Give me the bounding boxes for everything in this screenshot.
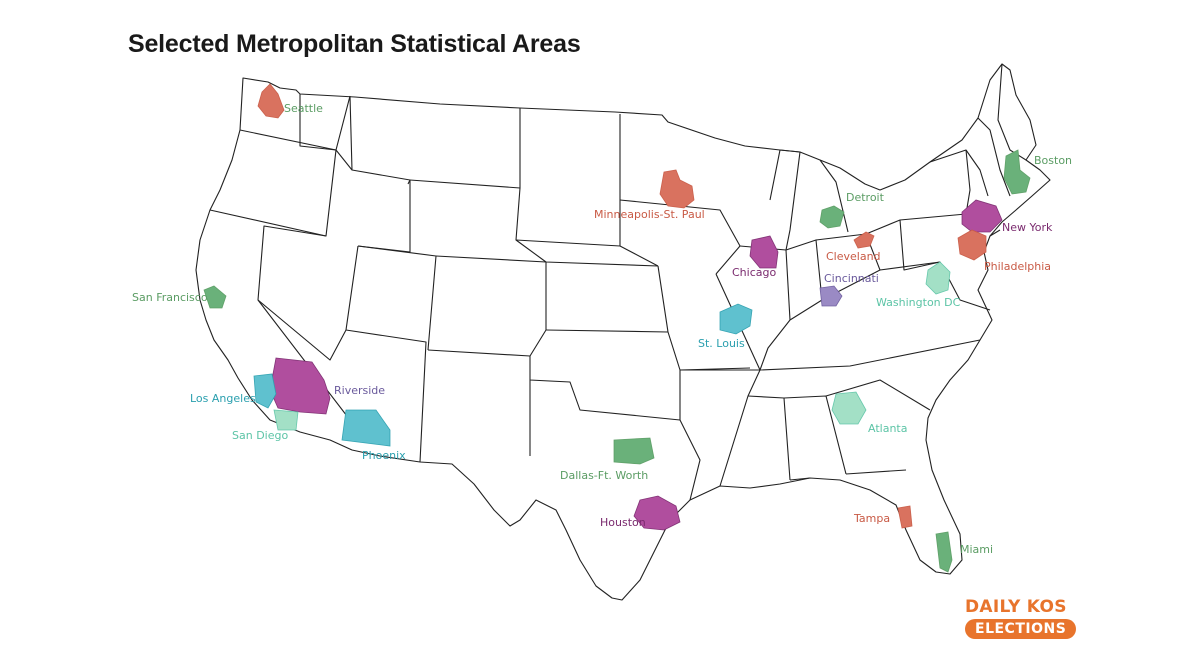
msa-san-francisco (203, 285, 227, 309)
label-detroit: Detroit (846, 191, 885, 204)
msa-minneapolis (659, 169, 695, 209)
label-new-york: New York (1002, 221, 1053, 234)
msa-cincinnati (819, 285, 843, 307)
msa-cleveland (853, 231, 875, 249)
msa-detroit (819, 205, 845, 229)
logo-line2: ELECTIONS (965, 619, 1077, 639)
label-atlanta: Atlanta (868, 422, 907, 435)
msa-chicago (749, 235, 779, 269)
msa-seattle (257, 83, 285, 119)
label-cincinnati: Cincinnati (824, 272, 879, 285)
msa-washington (925, 261, 951, 295)
label-cleveland: Cleveland (826, 250, 881, 263)
label-philadelphia: Philadelphia (984, 260, 1051, 273)
msa-phoenix (341, 409, 391, 447)
label-houston: Houston (600, 516, 646, 529)
label-tampa: Tampa (853, 512, 890, 525)
label-boston: Boston (1034, 154, 1072, 167)
label-seattle: Seattle (284, 102, 323, 115)
msa-miami (935, 531, 953, 573)
label-riverside: Riverside (334, 384, 385, 397)
daily-kos-elections-logo: DAILY KOS ELECTIONS (965, 597, 1077, 640)
msa-new-york (961, 199, 1003, 233)
label-los-angeles: Los Angeles (190, 392, 256, 405)
msa-houston (633, 495, 681, 531)
label-phoenix: Phoenix (362, 449, 406, 462)
label-minneapolis: Minneapolis-St. Paul (594, 208, 705, 221)
map-title: Selected Metropolitan Statistical Areas (128, 30, 581, 58)
label-san-francisco: San Francisco (132, 291, 208, 304)
msa-labels: Seattle Boston Minneapolis-St. Paul Detr… (132, 102, 1072, 556)
label-st-louis: St. Louis (698, 337, 745, 350)
logo-line1: DAILY KOS (965, 597, 1067, 617)
msa-st-louis (719, 303, 753, 335)
label-miami: Miami (960, 543, 993, 556)
msa-los-angeles (253, 373, 277, 409)
msa-atlanta (831, 391, 867, 425)
label-dallas: Dallas-Ft. Worth (560, 469, 648, 482)
label-washington: Washington DC (876, 296, 961, 309)
msa-dallas (613, 437, 655, 465)
msa-tampa (897, 505, 913, 529)
msa-boston (1003, 149, 1031, 195)
label-san-diego: San Diego (232, 429, 288, 442)
label-chicago: Chicago (732, 266, 776, 279)
msa-shapes (203, 83, 1031, 573)
msa-philadelphia (957, 229, 987, 261)
msa-san-diego (273, 409, 299, 431)
state-borders (209, 63, 1027, 501)
